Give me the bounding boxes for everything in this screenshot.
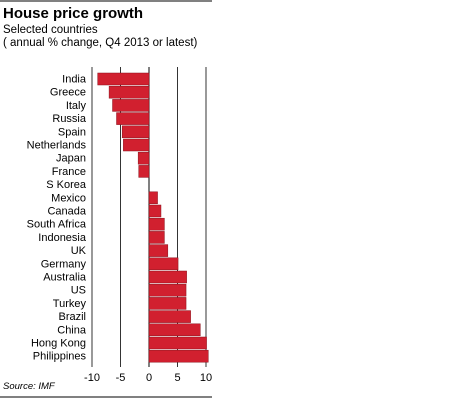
bar-1 [108,85,150,99]
category-label-14: Germany [41,258,87,270]
category-label-9: Mexico [51,192,86,204]
bar-16 [148,283,187,297]
bar-17 [148,297,187,310]
bar-18 [148,310,191,323]
chart-title: House price growth [3,5,143,22]
x-tick-labels: -10 -5 0 5 10 [84,372,212,384]
bar-10 [148,204,162,218]
x-tick-label-3: 5 [174,372,180,384]
x-tick-label-2: 0 [146,372,152,384]
category-label-13: UK [71,245,87,257]
category-label-8: S Korea [46,179,87,191]
bar-19 [148,323,201,337]
category-label-3: Russia [52,113,87,125]
bar-2 [112,99,150,112]
x-tick-label-4: 10 [200,372,212,384]
bar-20 [148,336,207,350]
bar-5 [123,138,150,152]
category-label-10: Canada [47,206,86,218]
bar-12 [148,231,165,244]
chart-subtitle-line-2: ( annual % change, Q4 2013 or latest) [3,37,198,49]
bar-4 [121,125,150,139]
bar-13 [148,244,169,257]
bar-15 [148,270,187,284]
category-label-12: Indonesia [38,232,87,244]
category-label-5: Netherlands [27,140,87,152]
category-label-6: Japan [56,153,86,165]
category-label-20: Hong Kong [31,338,86,350]
category-label-7: France [52,166,86,178]
category-label-4: Spain [58,126,86,138]
source-note: Source: IMF [3,381,56,392]
bar-3 [116,112,150,125]
category-label-19: China [57,324,87,336]
bar-0 [97,72,150,86]
bar-11 [148,217,165,231]
category-label-0: India [62,74,87,86]
bar-9 [148,191,158,205]
x-tick-label-1: -5 [116,372,126,384]
category-label-16: US [71,285,86,297]
category-label-2: Italy [66,100,87,112]
bar-14 [148,257,179,271]
category-label-15: Australia [43,272,87,284]
category-label-18: Brazil [58,311,86,323]
category-label-21: Philippines [33,351,87,363]
chart-subtitle-line-1: Selected countries [3,24,98,36]
category-label-17: Turkey [53,298,87,310]
bar-7 [138,165,150,178]
x-tick-label-0: -10 [84,372,100,384]
category-label-1: Greece [50,87,86,99]
bars [97,72,209,363]
bar-6 [137,151,150,165]
bar-21 [148,349,209,363]
category-label-11: South Africa [27,219,87,231]
